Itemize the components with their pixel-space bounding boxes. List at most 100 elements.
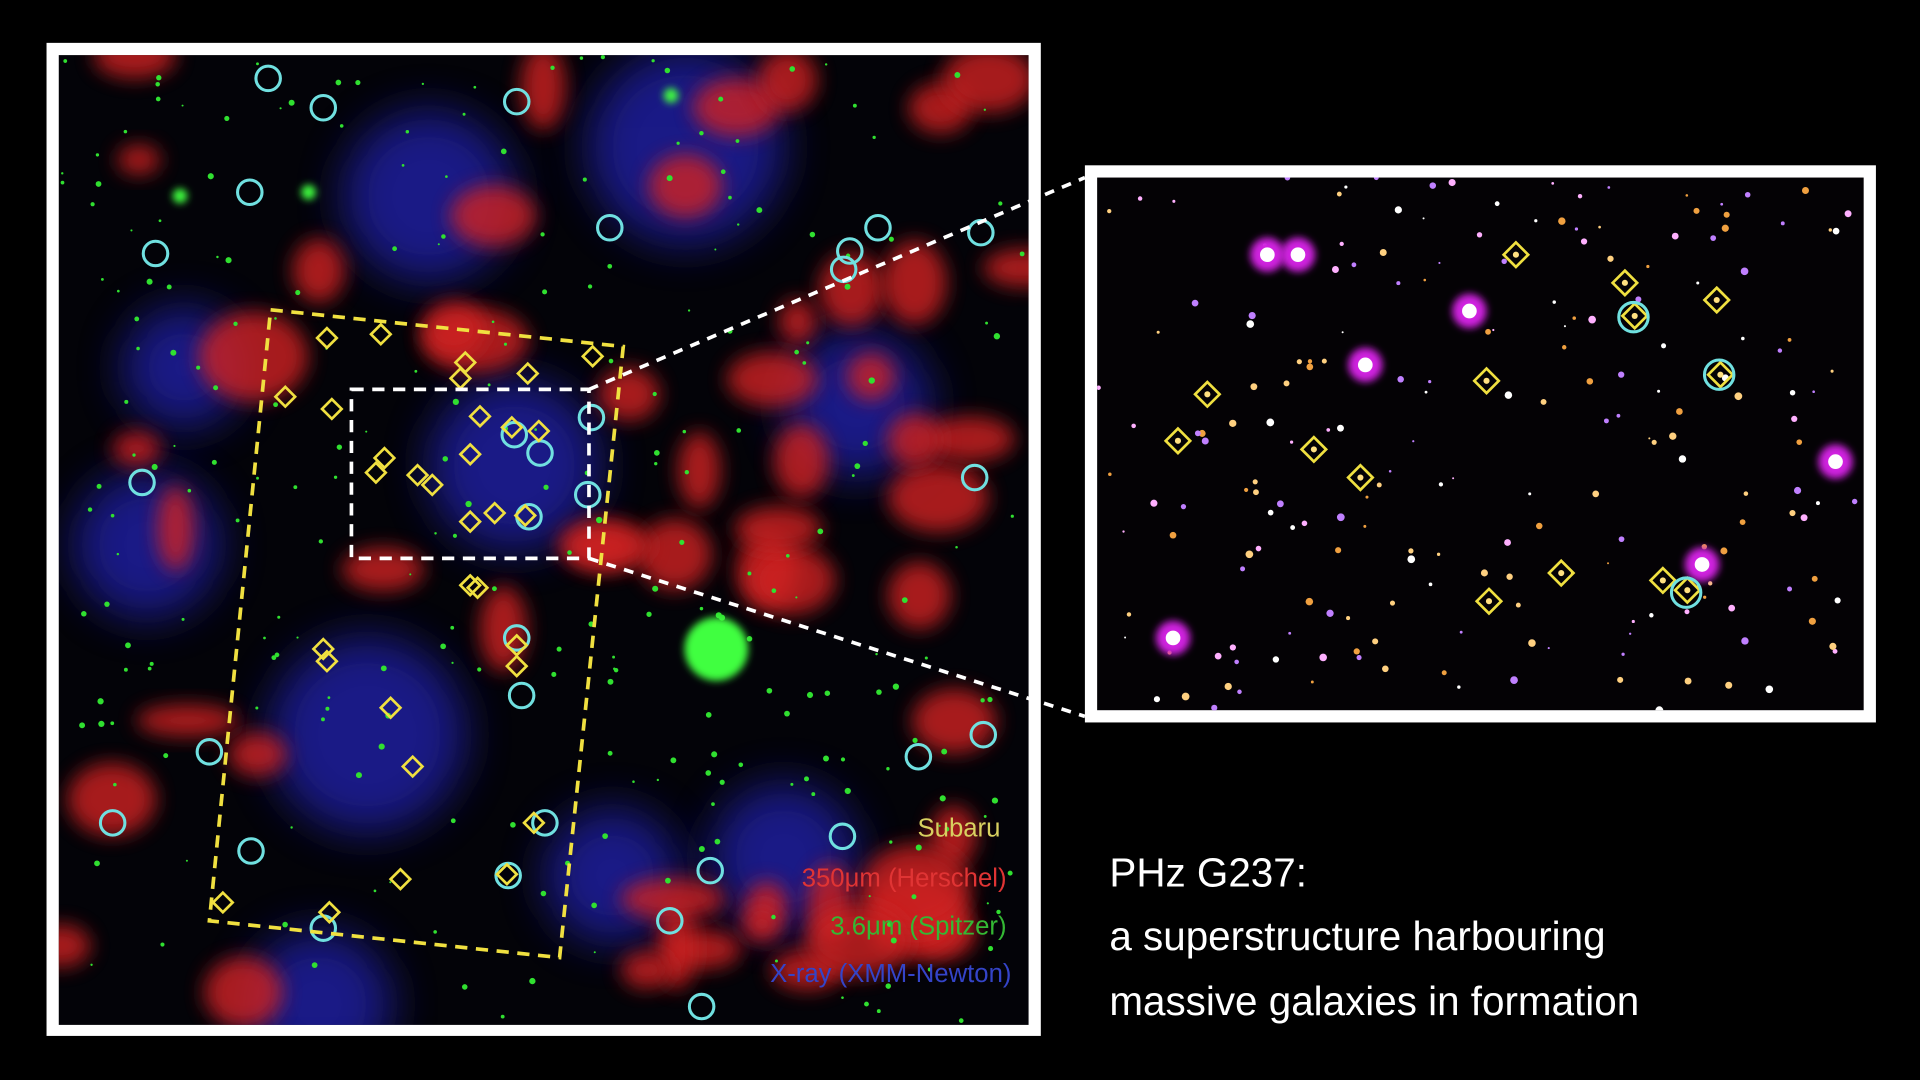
galaxy-marker	[505, 654, 529, 678]
galaxy	[1492, 328, 1495, 332]
spitzer-source	[771, 914, 776, 920]
spitzer-source	[500, 148, 507, 155]
spitzer-source	[288, 99, 295, 106]
galaxy	[1422, 217, 1425, 220]
herschel-blob	[450, 185, 537, 247]
galaxy	[1250, 383, 1258, 391]
xray-source-marker	[254, 64, 282, 93]
galaxy	[1344, 185, 1348, 189]
galaxy-marker	[311, 637, 335, 661]
spitzer-source	[715, 612, 722, 619]
galaxy	[1245, 550, 1254, 559]
galaxy-marker	[1501, 240, 1531, 269]
spitzer-source	[790, 782, 794, 786]
galaxy	[1310, 680, 1314, 684]
bright-star	[684, 617, 749, 681]
herschel-blob	[598, 367, 660, 421]
galaxy	[1229, 419, 1237, 427]
galaxy-core	[1828, 454, 1843, 469]
galaxy	[1720, 202, 1724, 206]
spitzer-source	[295, 289, 301, 296]
herschel-blob	[727, 351, 818, 407]
spitzer-source	[844, 787, 851, 795]
spitzer-source	[110, 513, 115, 518]
herschel-blob	[421, 301, 486, 358]
galaxy-marker	[1346, 463, 1375, 492]
galaxy	[1713, 296, 1720, 304]
spitzer-source	[938, 824, 941, 827]
galaxy	[1815, 501, 1820, 506]
xray-source-marker	[141, 239, 170, 268]
spitzer-source	[912, 737, 918, 743]
galaxy-marker	[500, 415, 524, 440]
zoom-field	[1097, 177, 1858, 711]
spitzer-source	[134, 316, 140, 322]
spitzer-source	[173, 444, 176, 448]
galaxy	[1290, 525, 1296, 530]
galaxy	[1607, 562, 1610, 565]
spitzer-source	[130, 229, 133, 232]
spitzer-source	[666, 175, 673, 182]
herschel-blob	[741, 905, 782, 943]
spitzer-source	[794, 349, 799, 355]
spitzer-source	[196, 365, 201, 370]
herschel-blob	[520, 55, 566, 130]
spitzer-source	[540, 890, 547, 897]
galaxy-marker	[364, 460, 388, 485]
galaxy	[1793, 486, 1802, 495]
galaxy	[1501, 258, 1507, 265]
herschel-blob	[198, 311, 308, 402]
xray-glow	[269, 636, 466, 833]
galaxy	[1376, 482, 1382, 488]
herschel-blob	[847, 352, 896, 401]
spitzer-source	[79, 722, 86, 729]
galaxy	[1194, 430, 1201, 437]
spitzer-source	[124, 399, 129, 404]
spitzer-source	[235, 518, 240, 523]
xray-source-marker	[828, 822, 857, 851]
galaxy	[1301, 520, 1308, 527]
spitzer-source	[652, 585, 659, 592]
galaxy	[1108, 472, 1112, 477]
spitzer-source	[720, 169, 726, 175]
spitzer-source	[901, 597, 908, 603]
galaxy	[1224, 682, 1232, 691]
spitzer-source	[373, 889, 377, 893]
herschel-blob	[621, 951, 672, 989]
spitzer-source	[461, 984, 468, 990]
herschel-blob	[748, 546, 836, 615]
spitzer-source	[409, 573, 412, 576]
galaxy-marker	[317, 900, 342, 924]
galaxy-marker	[513, 503, 538, 528]
spitzer-source	[321, 717, 325, 722]
spitzer-source	[405, 129, 410, 134]
spitzer-source	[875, 652, 878, 656]
herschel-blob	[136, 704, 239, 737]
spitzer-source	[90, 963, 93, 966]
galaxy	[1266, 418, 1275, 427]
spitzer-source	[774, 959, 778, 963]
spitzer-source	[892, 683, 900, 690]
spitzer-source	[445, 175, 448, 178]
spitzer-source	[282, 921, 288, 928]
spitzer-source	[823, 755, 829, 762]
xray-source-marker	[1669, 576, 1703, 609]
herschel-blob	[887, 561, 951, 630]
spitzer-source	[656, 778, 660, 782]
spitzer-source	[747, 571, 752, 576]
galaxy-marker	[372, 446, 397, 470]
spitzer-source	[714, 838, 721, 845]
spitzer-source	[335, 79, 342, 86]
spitzer-source	[872, 135, 876, 140]
spitzer-source	[840, 757, 846, 762]
spitzer-source	[1007, 870, 1013, 876]
herschel-blob	[734, 506, 822, 551]
galaxy	[1485, 328, 1491, 335]
galaxy-marker	[1472, 366, 1501, 395]
galaxy	[1528, 639, 1536, 647]
galaxy	[1830, 369, 1834, 373]
galaxy-marker	[522, 811, 546, 835]
spitzer-source	[985, 321, 988, 325]
galaxy-marker	[388, 867, 413, 891]
